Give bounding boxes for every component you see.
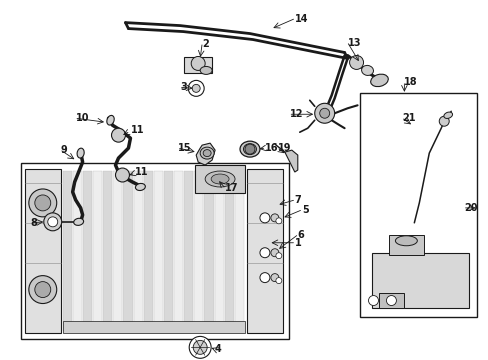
Bar <box>143 171 153 332</box>
Circle shape <box>35 282 51 298</box>
Text: 18: 18 <box>404 77 417 87</box>
Bar <box>83 171 92 332</box>
Bar <box>113 171 122 332</box>
Bar <box>379 293 404 307</box>
Ellipse shape <box>395 236 416 246</box>
Text: 15: 15 <box>178 143 191 153</box>
Circle shape <box>386 296 396 306</box>
Text: 19: 19 <box>277 143 291 153</box>
Text: 1: 1 <box>294 238 301 248</box>
Bar <box>154 171 163 332</box>
Text: 21: 21 <box>402 113 415 123</box>
Circle shape <box>368 296 378 306</box>
Ellipse shape <box>211 174 228 184</box>
Ellipse shape <box>443 112 451 118</box>
Circle shape <box>260 248 269 258</box>
Ellipse shape <box>74 218 83 225</box>
Circle shape <box>189 336 211 358</box>
Polygon shape <box>285 150 297 172</box>
Bar <box>224 171 233 332</box>
Bar <box>214 171 224 332</box>
Text: 4: 4 <box>215 345 222 354</box>
Text: 2: 2 <box>202 39 208 49</box>
Text: 11: 11 <box>130 125 143 135</box>
Ellipse shape <box>361 66 373 76</box>
Bar <box>246 169 282 333</box>
Text: 12: 12 <box>289 109 303 119</box>
Text: 20: 20 <box>463 203 477 213</box>
Circle shape <box>244 144 254 154</box>
Circle shape <box>275 218 281 224</box>
Bar <box>184 58 212 73</box>
Circle shape <box>192 84 200 92</box>
Ellipse shape <box>370 74 387 87</box>
Circle shape <box>349 55 363 69</box>
Circle shape <box>29 276 57 303</box>
Circle shape <box>48 217 58 227</box>
Circle shape <box>275 278 281 284</box>
Circle shape <box>270 249 278 257</box>
Ellipse shape <box>106 116 114 125</box>
Ellipse shape <box>135 184 145 190</box>
Ellipse shape <box>205 171 235 187</box>
Bar <box>133 171 142 332</box>
Bar <box>388 235 424 255</box>
Bar <box>25 169 61 333</box>
Bar <box>184 171 193 332</box>
Circle shape <box>319 108 329 118</box>
Circle shape <box>270 274 278 282</box>
Bar <box>21 163 288 339</box>
Bar <box>195 165 244 193</box>
Ellipse shape <box>200 147 214 159</box>
Bar <box>371 253 468 307</box>
Circle shape <box>111 128 125 142</box>
Bar <box>163 171 173 332</box>
Bar <box>103 171 112 332</box>
Bar <box>62 171 72 332</box>
Ellipse shape <box>200 67 212 75</box>
Circle shape <box>438 116 448 126</box>
Text: 9: 9 <box>61 145 67 155</box>
Circle shape <box>188 80 203 96</box>
Ellipse shape <box>77 148 84 158</box>
Bar <box>123 171 132 332</box>
Text: 10: 10 <box>76 113 89 123</box>
Circle shape <box>270 214 278 222</box>
Circle shape <box>275 253 281 259</box>
Bar <box>62 321 244 333</box>
Bar <box>204 171 213 332</box>
Circle shape <box>115 168 129 182</box>
Ellipse shape <box>243 144 256 154</box>
Text: 8: 8 <box>31 218 38 228</box>
Text: 3: 3 <box>180 82 186 93</box>
Polygon shape <box>196 143 215 165</box>
Circle shape <box>314 103 334 123</box>
Text: 11: 11 <box>135 167 149 177</box>
Circle shape <box>260 213 269 223</box>
Text: 7: 7 <box>294 195 301 205</box>
Circle shape <box>35 195 51 211</box>
Bar <box>234 171 244 332</box>
Text: 17: 17 <box>224 183 238 193</box>
Text: 16: 16 <box>264 143 278 153</box>
Circle shape <box>193 340 207 354</box>
Text: 6: 6 <box>297 230 304 240</box>
Bar <box>73 171 82 332</box>
Bar <box>174 171 183 332</box>
Bar <box>194 171 203 332</box>
Bar <box>93 171 102 332</box>
Circle shape <box>44 213 61 231</box>
Circle shape <box>29 189 57 217</box>
Ellipse shape <box>240 141 260 157</box>
Text: 14: 14 <box>294 14 307 24</box>
Circle shape <box>191 57 205 71</box>
Text: 5: 5 <box>301 205 308 215</box>
Text: 13: 13 <box>347 37 360 48</box>
Ellipse shape <box>203 150 211 157</box>
Bar <box>359 93 476 318</box>
Circle shape <box>260 273 269 283</box>
